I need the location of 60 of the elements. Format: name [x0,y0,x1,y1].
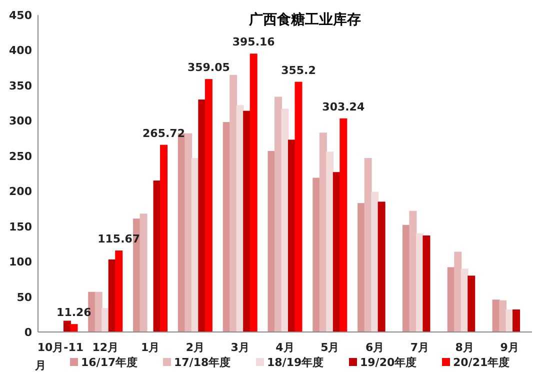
bar [371,192,379,332]
bar [140,214,148,332]
y-tick-label: 50 [16,290,32,304]
bar [378,202,386,332]
x-tick-label: 1月 [140,341,160,354]
bar [160,144,168,332]
bar [499,300,507,332]
bar [454,252,462,332]
data-label: 395.16 [232,36,276,49]
x-tick-label: 7月 [410,341,430,354]
bar [102,308,110,332]
bar [115,250,123,332]
bar [409,210,417,332]
bar [198,100,206,332]
bar [326,152,334,332]
x-tick-label: 9月 [500,341,519,354]
legend-label: 20/21年度 [453,356,510,369]
y-tick-label: 0 [24,326,32,339]
legend-label: 17/18年度 [174,356,231,369]
data-label: 355.2 [281,64,316,77]
y-tick-label: 250 [9,150,32,163]
data-label: 359.05 [187,61,230,74]
legend-label: 16/17年度 [81,356,138,369]
y-tick-label: 150 [9,220,32,234]
legend-label: 19/20年度 [360,356,417,369]
x-tick-label: 4月 [276,341,294,354]
y-tick-label: 450 [9,9,32,22]
bar [294,82,302,332]
bar [184,133,192,332]
bar [243,110,251,332]
y-tick-label: 200 [9,185,32,198]
data-label: 115.67 [98,232,140,246]
bar [358,203,366,332]
bar [288,140,296,332]
bar [422,235,430,332]
y-tick-label: 100 [9,256,32,269]
bar [312,178,320,332]
bar [250,54,258,332]
bar [204,79,212,332]
x-tick-label: 2月 [186,341,205,354]
y-tick-label: 350 [9,79,32,92]
bar [230,74,238,332]
legend-label: 18/19年度 [267,356,324,369]
bar [512,309,520,332]
x-tick-label: 12月 [92,341,119,354]
x-tick-label: 8月 [455,341,474,354]
y-tick-label: 400 [9,44,32,58]
data-label: 303.24 [322,100,365,114]
bar [340,118,348,332]
bar [468,276,476,332]
bar [94,292,102,332]
x-tick-label: 3月 [230,341,250,354]
x-tick-label: 6月 [365,341,384,354]
y-tick-label: 300 [9,114,32,128]
data-label: 11.26 [56,306,92,320]
data-label: 265.72 [142,126,185,140]
bar [274,96,282,332]
chart-title: 广西食糖工业库存 [248,11,361,28]
bar [70,324,78,332]
x-tick-label: 5月 [320,341,340,354]
